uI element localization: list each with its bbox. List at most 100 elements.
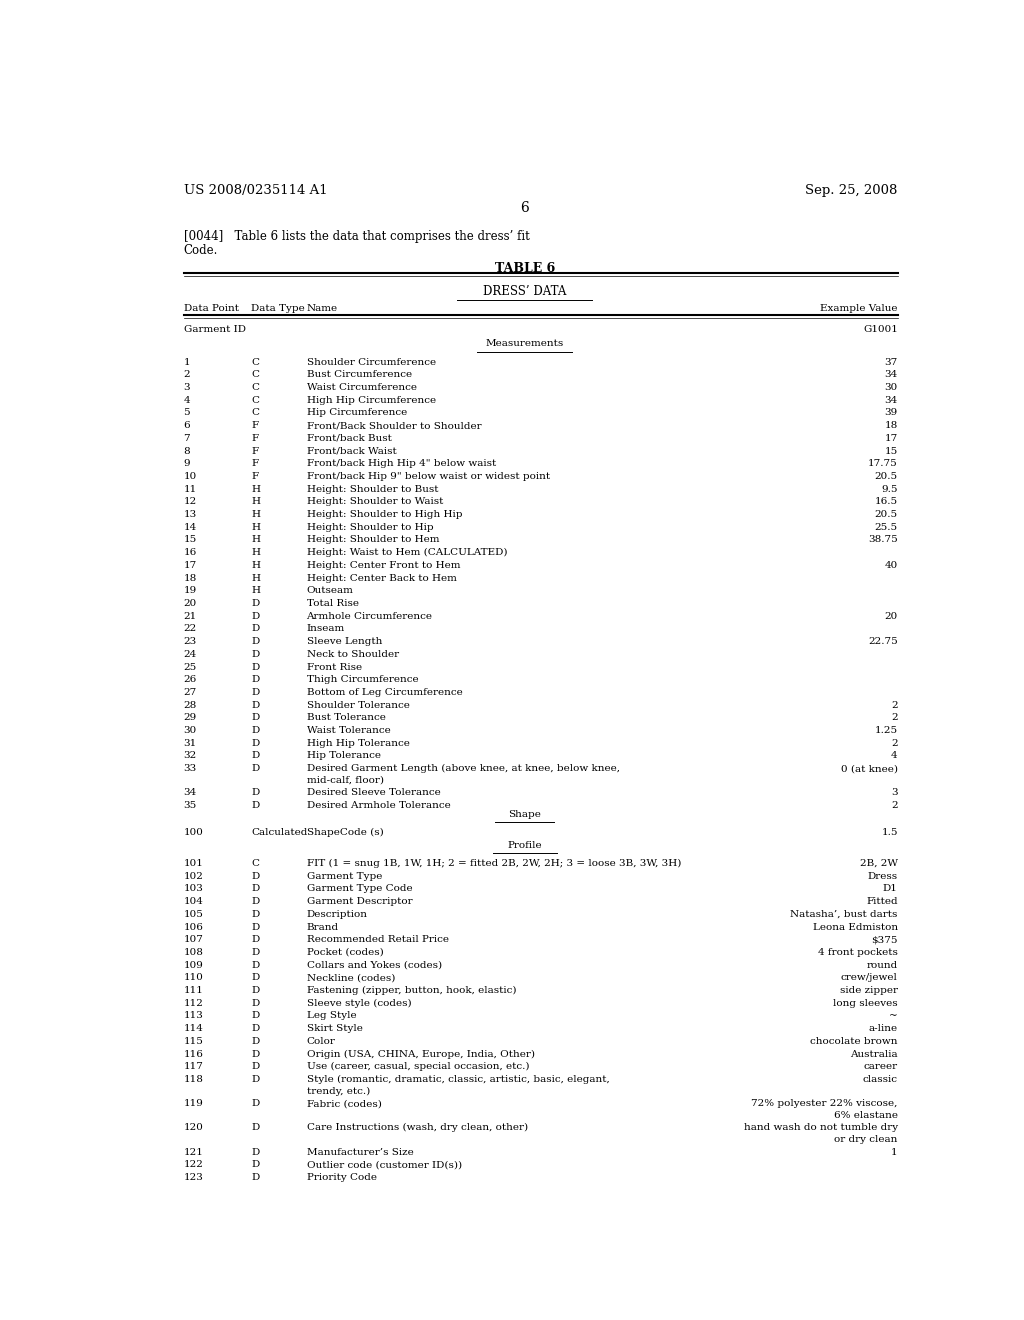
Text: D: D: [251, 676, 259, 684]
Text: Description: Description: [306, 909, 368, 919]
Text: H: H: [251, 548, 260, 557]
Text: 111: 111: [183, 986, 204, 995]
Text: 117: 117: [183, 1063, 204, 1072]
Text: classic: classic: [863, 1074, 898, 1084]
Text: 6: 6: [520, 201, 529, 215]
Text: 16.5: 16.5: [874, 498, 898, 507]
Text: D: D: [251, 788, 259, 797]
Text: 26: 26: [183, 676, 197, 684]
Text: Desired Garment Length (above knee, at knee, below knee,: Desired Garment Length (above knee, at k…: [306, 764, 620, 774]
Text: 1.5: 1.5: [882, 828, 898, 837]
Text: Total Rise: Total Rise: [306, 599, 358, 609]
Text: 39: 39: [885, 408, 898, 417]
Text: 2: 2: [183, 371, 190, 379]
Text: 72% polyester 22% viscose,: 72% polyester 22% viscose,: [752, 1100, 898, 1109]
Text: Sleeve Length: Sleeve Length: [306, 638, 382, 645]
Text: 112: 112: [183, 999, 204, 1007]
Text: 2B, 2W: 2B, 2W: [860, 859, 898, 869]
Text: 25.5: 25.5: [874, 523, 898, 532]
Text: 17.75: 17.75: [868, 459, 898, 469]
Text: D: D: [251, 1173, 259, 1181]
Text: D: D: [251, 701, 259, 710]
Text: Leg Style: Leg Style: [306, 1011, 356, 1020]
Text: 101: 101: [183, 859, 204, 869]
Text: D: D: [251, 801, 259, 810]
Text: 2: 2: [891, 739, 898, 747]
Text: Data Type: Data Type: [251, 304, 305, 313]
Text: Collars and Yokes (codes): Collars and Yokes (codes): [306, 961, 441, 970]
Text: long sleeves: long sleeves: [834, 999, 898, 1007]
Text: 29: 29: [183, 713, 197, 722]
Text: Fabric (codes): Fabric (codes): [306, 1100, 381, 1109]
Text: hand wash do not tumble dry: hand wash do not tumble dry: [743, 1123, 898, 1133]
Text: 13: 13: [183, 510, 197, 519]
Text: Name: Name: [306, 304, 338, 313]
Text: D: D: [251, 948, 259, 957]
Text: 1.25: 1.25: [874, 726, 898, 735]
Text: 35: 35: [183, 801, 197, 810]
Text: Shoulder Tolerance: Shoulder Tolerance: [306, 701, 410, 710]
Text: 20: 20: [183, 599, 197, 609]
Text: Use (career, casual, special occasion, etc.): Use (career, casual, special occasion, e…: [306, 1063, 529, 1072]
Text: 20: 20: [885, 611, 898, 620]
Text: 24: 24: [183, 649, 197, 659]
Text: 115: 115: [183, 1038, 204, 1045]
Text: 106: 106: [183, 923, 204, 932]
Text: 21: 21: [183, 611, 197, 620]
Text: Hip Circumference: Hip Circumference: [306, 408, 407, 417]
Text: 4: 4: [183, 396, 190, 405]
Text: Height: Center Back to Hem: Height: Center Back to Hem: [306, 574, 457, 582]
Text: 1: 1: [891, 1147, 898, 1156]
Text: High Hip Tolerance: High Hip Tolerance: [306, 739, 410, 747]
Text: 119: 119: [183, 1100, 204, 1109]
Text: Height: Center Front to Hem: Height: Center Front to Hem: [306, 561, 460, 570]
Text: 3: 3: [183, 383, 190, 392]
Text: Garment ID: Garment ID: [183, 325, 246, 334]
Text: 6% elastane: 6% elastane: [834, 1111, 898, 1119]
Text: 34: 34: [885, 396, 898, 405]
Text: C: C: [251, 371, 259, 379]
Text: Example Value: Example Value: [820, 304, 898, 313]
Text: Fastening (zipper, button, hook, elastic): Fastening (zipper, button, hook, elastic…: [306, 986, 516, 995]
Text: Priority Code: Priority Code: [306, 1173, 377, 1181]
Text: Brand: Brand: [306, 923, 339, 932]
Text: Armhole Circumference: Armhole Circumference: [306, 611, 432, 620]
Text: Neck to Shoulder: Neck to Shoulder: [306, 649, 398, 659]
Text: D: D: [251, 649, 259, 659]
Text: 16: 16: [183, 548, 197, 557]
Text: 7: 7: [183, 434, 190, 442]
Text: 30: 30: [885, 383, 898, 392]
Text: Garment Type Code: Garment Type Code: [306, 884, 413, 894]
Text: Garment Descriptor: Garment Descriptor: [306, 898, 413, 906]
Text: D: D: [251, 688, 259, 697]
Text: C: C: [251, 396, 259, 405]
Text: 19: 19: [183, 586, 197, 595]
Text: Outseam: Outseam: [306, 586, 353, 595]
Text: 122: 122: [183, 1160, 204, 1170]
Text: 120: 120: [183, 1123, 204, 1133]
Text: 17: 17: [885, 434, 898, 442]
Text: ~: ~: [889, 1011, 898, 1020]
Text: Front/back Waist: Front/back Waist: [306, 446, 396, 455]
Text: 0 (at knee): 0 (at knee): [841, 764, 898, 774]
Text: 3: 3: [891, 788, 898, 797]
Text: C: C: [251, 859, 259, 869]
Text: 18: 18: [885, 421, 898, 430]
Text: C: C: [251, 383, 259, 392]
Text: C: C: [251, 358, 259, 367]
Text: 27: 27: [183, 688, 197, 697]
Text: 102: 102: [183, 871, 204, 880]
Text: Front/Back Shoulder to Shoulder: Front/Back Shoulder to Shoulder: [306, 421, 481, 430]
Text: 9: 9: [183, 459, 190, 469]
Text: 108: 108: [183, 948, 204, 957]
Text: 110: 110: [183, 973, 204, 982]
Text: H: H: [251, 484, 260, 494]
Text: 9.5: 9.5: [882, 484, 898, 494]
Text: D: D: [251, 1049, 259, 1059]
Text: 18: 18: [183, 574, 197, 582]
Text: D: D: [251, 871, 259, 880]
Text: 40: 40: [885, 561, 898, 570]
Text: D: D: [251, 1147, 259, 1156]
Text: 37: 37: [885, 358, 898, 367]
Text: D: D: [251, 1038, 259, 1045]
